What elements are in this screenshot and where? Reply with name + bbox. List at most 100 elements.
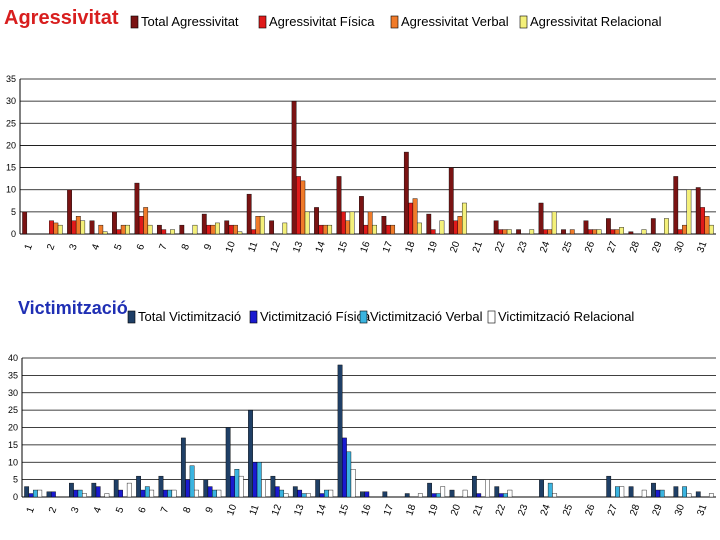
victimization-y-tick-label: 15 <box>8 440 18 450</box>
aggression-bar <box>255 216 261 235</box>
victimization-y-tick-label: 20 <box>8 423 18 433</box>
victimization-bar <box>261 479 266 498</box>
victimization-chart: Victimització Total Victimització Victimit… <box>0 290 720 540</box>
victimization-legend-swatch <box>487 310 496 324</box>
victimization-bar <box>158 475 164 498</box>
aggression-bar <box>677 229 683 235</box>
victimization-bar <box>628 486 634 498</box>
aggression-y-tick-label: 30 <box>6 96 16 106</box>
aggression-chart: Agressivitat Total Agressivitat Agressivit… <box>4 7 716 255</box>
aggression-bar <box>606 218 611 235</box>
victimization-bar <box>342 437 347 498</box>
victimization-x-tick-label: 23 <box>516 503 530 518</box>
victimization-bar <box>449 489 455 498</box>
victimization-bar <box>301 493 307 498</box>
aggression-legend-swatch <box>519 15 528 29</box>
aggression-bar <box>664 218 669 235</box>
victimization-x-tick-label: 19 <box>427 503 441 518</box>
aggression-bar <box>201 213 207 235</box>
victimization-bar <box>485 479 490 498</box>
victimization-x-tick-label: 8 <box>181 505 193 514</box>
victimization-x-tick-label: 29 <box>651 503 665 518</box>
aggression-bar <box>75 216 81 235</box>
victimization-bar <box>360 491 365 498</box>
aggression-bar <box>461 202 467 235</box>
victimization-x-tick-label: 7 <box>159 505 171 514</box>
aggression-bar <box>498 229 503 235</box>
victimization-bar <box>126 482 132 498</box>
victimization-bar <box>641 489 647 498</box>
aggression-bar <box>543 229 548 235</box>
aggression-x-tick-label: 30 <box>673 240 687 255</box>
victimization-bar <box>655 489 661 498</box>
aggression-bar <box>695 187 701 235</box>
victimization-bar <box>32 489 38 498</box>
aggression-bar <box>439 220 445 235</box>
aggression-bar <box>372 224 377 235</box>
aggression-bar <box>551 211 557 235</box>
victimization-y-tick-label: 0 <box>13 492 18 502</box>
aggression-x-tick-label: 4 <box>90 242 102 251</box>
victimization-bar <box>364 491 370 498</box>
victimization-x-tick-label: 5 <box>114 505 126 514</box>
victimization-bar <box>324 489 329 498</box>
victimization-bar <box>91 482 97 498</box>
aggression-y-tick-label: 25 <box>6 118 16 128</box>
victimization-x-tick-label: 3 <box>69 505 81 514</box>
victimization-bar <box>238 475 244 498</box>
victimization-bar <box>498 493 504 498</box>
aggression-bar <box>112 211 117 235</box>
aggression-x-tick-label: 8 <box>180 242 192 251</box>
aggression-bar <box>359 196 364 235</box>
aggression-legend-item: Agressivitat Relacional <box>519 14 662 29</box>
aggression-legend-item: Total Agressivitat <box>130 14 239 29</box>
aggression-bar <box>246 193 252 235</box>
victimization-bar <box>216 489 222 498</box>
victimization-legend-item: Total Victimització <box>127 309 241 324</box>
aggression-x-tick-label: 22 <box>493 240 507 255</box>
aggression-bar <box>120 224 126 235</box>
victimization-bar <box>28 493 34 498</box>
victimization-bar <box>619 486 625 498</box>
victimization-y-tick-label: 10 <box>8 457 18 467</box>
aggression-bar <box>529 229 535 235</box>
aggression-bar <box>49 220 54 235</box>
aggression-bar <box>134 182 140 235</box>
victimization-bar <box>539 479 544 498</box>
aggression-x-tick-label: 5 <box>113 242 125 251</box>
victimization-x-tick-label: 20 <box>449 503 463 518</box>
victimization-bar <box>69 482 74 498</box>
victimization-bar <box>140 489 146 498</box>
victimization-x-tick-label: 26 <box>583 503 597 518</box>
aggression-legend-item: Agressivitat Verbal <box>390 14 509 29</box>
aggression-bar <box>116 229 122 235</box>
victimization-bar <box>297 489 303 498</box>
aggression-bar <box>363 224 369 235</box>
victimization-bar <box>248 409 253 498</box>
victimization-legend-item: Victimització Verbal <box>359 309 483 324</box>
victimization-bar <box>104 493 110 498</box>
victimization-x-tick-label: 27 <box>606 503 620 518</box>
aggression-bar <box>367 211 373 235</box>
aggression-bar <box>237 231 243 235</box>
victimization-x-tick-label: 4 <box>92 505 104 514</box>
aggression-bar <box>304 211 310 235</box>
aggression-bar <box>269 220 275 235</box>
victimization-bar <box>283 493 289 498</box>
aggression-x-tick-label: 19 <box>426 240 440 255</box>
aggression-bar <box>349 211 355 235</box>
aggression-bar <box>417 222 422 235</box>
aggression-x-tick-label: 21 <box>471 240 485 255</box>
victimization-title: Victimització <box>18 298 128 318</box>
victimization-x-tick-label: 17 <box>382 503 396 518</box>
victimization-bar <box>306 493 311 498</box>
victimization-bar <box>225 427 231 498</box>
victimization-bar <box>77 489 83 498</box>
victimization-x-tick-label: 6 <box>137 505 149 514</box>
aggression-bar <box>596 229 602 235</box>
aggression-bar <box>206 224 212 235</box>
victimization-bar <box>440 486 446 498</box>
victimization-bar <box>417 493 423 498</box>
victimization-bar <box>207 486 213 498</box>
victimization-x-tick-label: 22 <box>494 503 508 518</box>
